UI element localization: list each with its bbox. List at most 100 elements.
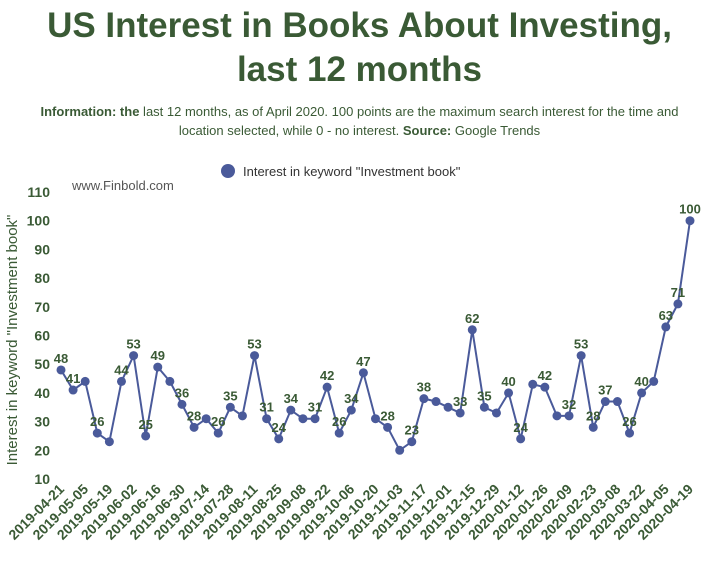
data-point[interactable] — [504, 388, 514, 398]
data-point[interactable] — [685, 216, 695, 226]
data-label: 53 — [126, 337, 140, 352]
data-point[interactable] — [213, 428, 223, 438]
data-point[interactable] — [407, 437, 417, 447]
data-point[interactable] — [552, 411, 562, 421]
data-point[interactable] — [612, 397, 622, 407]
data-point[interactable] — [395, 445, 405, 455]
data-label: 32 — [562, 397, 576, 412]
data-point[interactable] — [189, 422, 199, 432]
data-point[interactable] — [80, 376, 90, 386]
data-point[interactable] — [104, 437, 114, 447]
data-point[interactable] — [600, 397, 610, 407]
data-label: 36 — [175, 385, 189, 400]
chart-title-line2: last 12 months — [236, 50, 483, 89]
data-point[interactable] — [201, 414, 211, 424]
data-point[interactable] — [649, 376, 659, 386]
y-axis: 10 20 30 40 50 60 70 80 90 100 110 — [27, 184, 51, 487]
data-point[interactable] — [298, 414, 308, 424]
data-label: 35 — [223, 388, 237, 403]
info-label: Information: the — [40, 104, 140, 119]
chart-title: US Interest in Books About Investing, la… — [0, 4, 719, 92]
data-point[interactable] — [491, 408, 501, 418]
y-tick-label: 100 — [27, 213, 51, 229]
data-label: 28 — [586, 408, 600, 423]
data-point[interactable] — [153, 362, 163, 372]
y-tick-label: 70 — [34, 299, 50, 315]
data-label: 26 — [90, 414, 104, 429]
data-point[interactable] — [129, 351, 139, 361]
data-point[interactable] — [116, 376, 126, 386]
data-point[interactable] — [141, 431, 151, 441]
data-point[interactable] — [274, 434, 284, 444]
data-point[interactable] — [92, 428, 102, 438]
data-point[interactable] — [286, 405, 296, 415]
data-point[interactable] — [528, 379, 538, 389]
data-label: 49 — [151, 348, 165, 363]
data-label: 24 — [271, 420, 286, 435]
data-label: 41 — [66, 371, 80, 386]
y-axis-label: Interest in keyword "Investment book" — [4, 215, 21, 466]
y-tick-label: 90 — [34, 241, 50, 257]
data-label: 34 — [284, 391, 299, 406]
data-label: 42 — [320, 368, 334, 383]
data-label: 28 — [187, 408, 201, 423]
data-point[interactable] — [576, 351, 586, 361]
data-point[interactable] — [383, 422, 393, 432]
y-tick-label: 60 — [34, 328, 50, 344]
data-point[interactable] — [588, 422, 598, 432]
data-label: 31 — [259, 400, 273, 415]
data-label: 53 — [574, 337, 588, 352]
series-points — [56, 216, 695, 455]
data-label: 37 — [598, 383, 612, 398]
data-label: 35 — [477, 388, 491, 403]
data-label: 28 — [380, 408, 394, 423]
data-point[interactable] — [431, 397, 441, 407]
data-label: 100 — [679, 202, 701, 217]
data-point[interactable] — [564, 411, 574, 421]
data-label: 25 — [138, 417, 152, 432]
data-label: 42 — [538, 368, 552, 383]
data-point[interactable] — [346, 405, 356, 415]
data-point[interactable] — [637, 388, 647, 398]
data-point[interactable] — [358, 368, 368, 378]
data-label: 23 — [405, 423, 419, 438]
data-point[interactable] — [443, 402, 453, 412]
data-point[interactable] — [371, 414, 380, 424]
source-text: Google Trends — [451, 123, 541, 138]
data-label: 38 — [417, 380, 431, 395]
data-point[interactable] — [516, 434, 526, 444]
data-point[interactable] — [322, 382, 332, 392]
data-label: 26 — [211, 414, 225, 429]
data-point[interactable] — [673, 299, 683, 309]
legend-label[interactable]: Interest in keyword "Investment book" — [243, 164, 461, 179]
data-point[interactable] — [68, 385, 78, 395]
data-label: 26 — [332, 414, 346, 429]
data-label: 31 — [308, 400, 322, 415]
data-label: 40 — [501, 374, 515, 389]
data-point[interactable] — [177, 399, 187, 409]
data-point[interactable] — [237, 411, 247, 421]
data-point[interactable] — [419, 394, 429, 404]
data-point[interactable] — [479, 402, 489, 412]
data-label: 48 — [54, 351, 68, 366]
data-label: 62 — [465, 311, 479, 326]
legend-marker — [221, 164, 235, 178]
source-label: Source: — [402, 123, 452, 138]
data-point[interactable] — [310, 414, 320, 424]
data-point[interactable] — [540, 382, 550, 392]
data-point[interactable] — [56, 365, 66, 375]
data-point[interactable] — [262, 414, 272, 424]
data-point[interactable] — [625, 428, 635, 438]
chart-title-line1: US Interest in Books About Investing, — [47, 6, 672, 45]
data-point[interactable] — [334, 428, 344, 438]
data-point[interactable] — [661, 322, 671, 332]
data-point[interactable] — [455, 408, 465, 418]
data-point[interactable] — [467, 325, 477, 335]
data-point[interactable] — [165, 376, 175, 386]
data-label: 34 — [344, 391, 359, 406]
data-label: 71 — [671, 285, 685, 300]
watermark: www.Finbold.com — [71, 178, 174, 193]
data-point[interactable] — [250, 351, 260, 361]
data-point[interactable] — [225, 402, 235, 412]
